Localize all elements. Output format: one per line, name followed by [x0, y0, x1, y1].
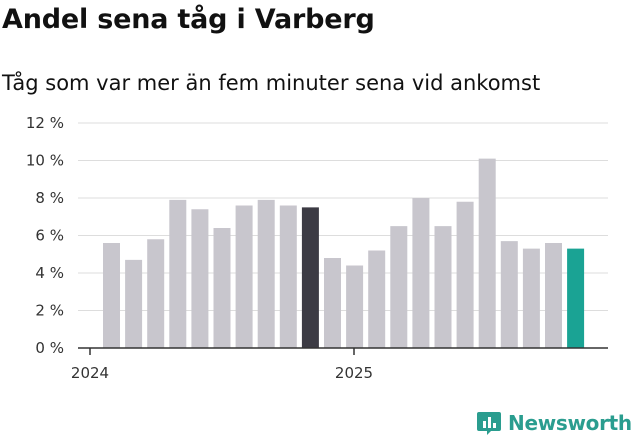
x-tick-label: 2025: [335, 364, 373, 382]
bar-2025-03: [412, 198, 430, 348]
y-tick-label: 8 %: [35, 189, 64, 207]
y-tick-label: 6 %: [35, 227, 64, 245]
bar-2024-06: [213, 228, 231, 348]
bar-2024-09: [279, 205, 297, 348]
bar-2025-08: [522, 248, 540, 348]
bar-2024-11: [324, 258, 341, 348]
y-tick-label: 12 %: [26, 114, 64, 132]
bar-2025-10: [567, 248, 585, 348]
bar-2025-06: [478, 158, 496, 348]
bar-chart-logo-icon: [477, 412, 501, 435]
bar-2025-09: [545, 243, 562, 348]
bar-2025-07: [500, 241, 518, 348]
bar-2024-12: [346, 265, 364, 348]
y-tick-label: 0 %: [35, 339, 64, 357]
chart-subtitle: Tåg som var mer än fem minuter sena vid …: [2, 71, 541, 95]
chart-title: Andel sena tåg i Varberg: [2, 4, 375, 35]
bar-2025-05: [456, 201, 474, 348]
y-tick-label: 2 %: [35, 302, 64, 320]
bar-2025-01: [368, 250, 386, 348]
bar-2024-02: [125, 259, 143, 348]
bar-chart: 0 % 2 % 4 % 6 % 8 % 10 % 12 % 2024 2025: [26, 114, 608, 382]
bar-2025-02: [390, 226, 408, 348]
bar-2024-10: [301, 207, 319, 348]
y-tick-label: 10 %: [26, 152, 64, 170]
y-tick-label: 4 %: [35, 264, 64, 282]
bar-2025-04: [434, 226, 452, 348]
bar-2024-04: [169, 199, 187, 348]
brand-name: Newsworthy: [508, 411, 631, 435]
bar-2024-05: [191, 209, 209, 348]
x-tick-label: 2024: [71, 364, 109, 382]
bar-2024-01: [103, 243, 120, 348]
bar-2024-07: [235, 205, 253, 348]
bar-2024-03: [147, 239, 165, 348]
bar-2024-08: [257, 199, 275, 348]
newsworthy-brand: Newsworthy: [476, 408, 631, 438]
